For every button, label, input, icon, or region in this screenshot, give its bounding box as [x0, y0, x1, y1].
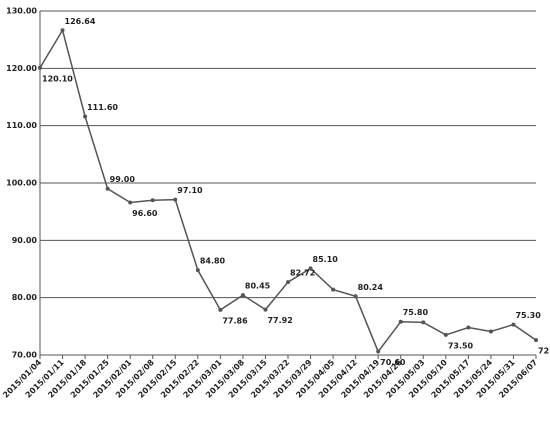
data-label: 70.60: [380, 358, 406, 367]
data-label: 80.24: [358, 283, 384, 292]
point: [421, 320, 426, 325]
point: [308, 266, 313, 271]
point: [218, 307, 223, 312]
y-tick-label: 120.00: [6, 64, 37, 73]
point: [173, 197, 178, 202]
point: [240, 293, 245, 298]
data-label: 77.86: [222, 316, 248, 325]
data-label: 85.10: [313, 255, 339, 264]
data-label: 97.10: [177, 186, 203, 195]
point: [286, 280, 290, 285]
y-tick-label: 100.00: [6, 179, 37, 188]
data-label: 75.80: [403, 308, 429, 317]
point: [443, 332, 448, 337]
point: [331, 287, 336, 292]
point: [150, 198, 155, 203]
data-label: 120.10: [42, 74, 73, 83]
data-label: 111.60: [87, 103, 118, 112]
point: [105, 186, 110, 191]
data-label: 126.64: [65, 17, 96, 26]
data-label: 84.80: [200, 257, 226, 266]
data-label: 82.72: [290, 269, 315, 278]
point: [376, 349, 381, 354]
data-label: 73.50: [448, 341, 474, 350]
point: [60, 28, 65, 33]
point: [466, 325, 471, 330]
point: [38, 65, 42, 70]
point: [534, 338, 538, 343]
data-label: 77.92: [267, 316, 292, 325]
point: [488, 329, 493, 334]
y-tick-label: 90.00: [12, 236, 38, 245]
data-label: 99.00: [110, 175, 136, 184]
point: [398, 319, 403, 324]
point: [511, 322, 516, 327]
y-tick-label: 130.00: [6, 7, 37, 16]
point: [195, 268, 200, 273]
y-tick-label: 110.00: [6, 121, 37, 130]
data-label: 80.45: [245, 282, 271, 291]
point: [263, 307, 268, 312]
point: [353, 294, 358, 299]
point: [128, 200, 133, 205]
data-label: 72.60: [538, 347, 550, 356]
line: [39, 28, 537, 354]
y-tick-label: 70.00: [12, 351, 38, 360]
point: [83, 114, 88, 119]
data-label: 75.30: [515, 311, 541, 320]
data-label: 96.60: [132, 209, 158, 218]
y-tick-label: 80.00: [12, 293, 38, 302]
